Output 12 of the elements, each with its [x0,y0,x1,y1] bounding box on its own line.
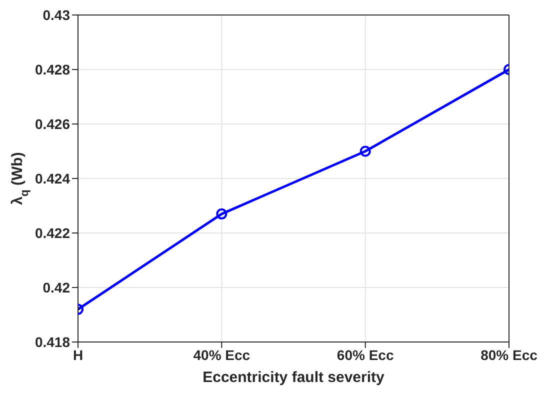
x-axis-title: Eccentricity fault severity [202,369,386,386]
x-tick-label: 60% Ecc [336,346,394,363]
y-tick-label: 0.426 [34,116,70,132]
y-tick-label: 0.422 [34,224,70,241]
y-tick-label: 0.43 [42,6,70,23]
y-tick-label: 0.42 [42,279,70,296]
x-tick-label: 40% Ecc [193,346,250,363]
y-tick-label: 0.428 [34,61,70,78]
x-tick-label: H [72,346,84,363]
y-tick-label: 0.424 [34,170,70,186]
x-tick-label: 80% Ecc [480,346,538,363]
y-tick-label: 0.418 [34,334,70,350]
